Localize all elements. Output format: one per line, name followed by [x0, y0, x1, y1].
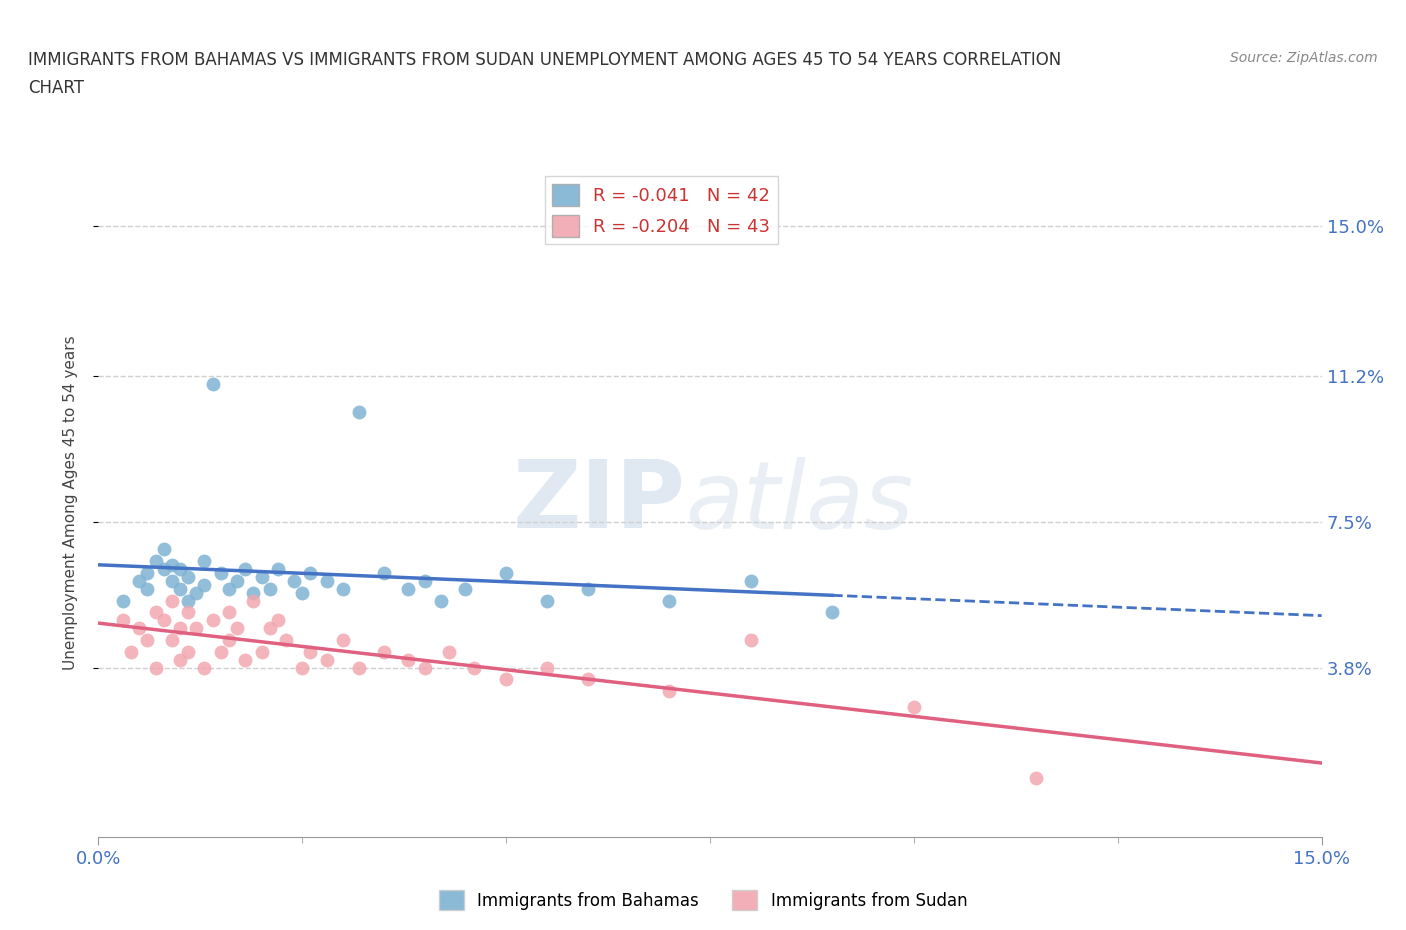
Point	[128, 574, 150, 589]
Point	[145, 605, 167, 620]
Point	[128, 621, 150, 636]
Point	[903, 699, 925, 714]
Point	[430, 593, 453, 608]
Point	[193, 660, 215, 675]
Point	[283, 574, 305, 589]
Point	[209, 565, 232, 580]
Point	[193, 578, 215, 592]
Point	[169, 562, 191, 577]
Point	[177, 644, 200, 659]
Point	[111, 593, 134, 608]
Y-axis label: Unemployment Among Ages 45 to 54 years: Unemployment Among Ages 45 to 54 years	[63, 335, 77, 670]
Point	[396, 581, 419, 596]
Point	[169, 652, 191, 667]
Point	[136, 565, 159, 580]
Point	[233, 652, 256, 667]
Point	[209, 644, 232, 659]
Point	[373, 644, 395, 659]
Point	[349, 405, 371, 419]
Point	[169, 581, 191, 596]
Point	[152, 613, 174, 628]
Point	[226, 621, 249, 636]
Point	[437, 644, 460, 659]
Point	[201, 613, 224, 628]
Point	[740, 632, 762, 647]
Point	[242, 593, 264, 608]
Point	[576, 672, 599, 687]
Point	[299, 565, 322, 580]
Point	[218, 581, 240, 596]
Point	[177, 605, 200, 620]
Point	[495, 565, 517, 580]
Point	[160, 558, 183, 573]
Point	[145, 660, 167, 675]
Point	[332, 632, 354, 647]
Point	[274, 632, 297, 647]
Point	[242, 585, 264, 600]
Point	[396, 652, 419, 667]
Point	[218, 632, 240, 647]
Point	[658, 593, 681, 608]
Point	[373, 565, 395, 580]
Point	[152, 542, 174, 557]
Point	[145, 554, 167, 569]
Point	[160, 593, 183, 608]
Point	[658, 684, 681, 698]
Point	[160, 632, 183, 647]
Point	[413, 574, 436, 589]
Point	[463, 660, 485, 675]
Text: CHART: CHART	[28, 79, 84, 97]
Point	[136, 632, 159, 647]
Point	[267, 562, 290, 577]
Point	[218, 605, 240, 620]
Point	[250, 569, 273, 584]
Point	[349, 660, 371, 675]
Point	[152, 562, 174, 577]
Point	[186, 621, 208, 636]
Point	[160, 574, 183, 589]
Point	[495, 672, 517, 687]
Text: Source: ZipAtlas.com: Source: ZipAtlas.com	[1230, 51, 1378, 65]
Legend: Immigrants from Bahamas, Immigrants from Sudan: Immigrants from Bahamas, Immigrants from…	[432, 884, 974, 917]
Point	[193, 554, 215, 569]
Point	[315, 652, 337, 667]
Point	[315, 574, 337, 589]
Point	[299, 644, 322, 659]
Point	[186, 585, 208, 600]
Legend: R = -0.041   N = 42, R = -0.204   N = 43: R = -0.041 N = 42, R = -0.204 N = 43	[544, 177, 778, 244]
Point	[177, 569, 200, 584]
Point	[536, 660, 558, 675]
Point	[250, 644, 273, 659]
Point	[291, 660, 314, 675]
Point	[821, 605, 844, 620]
Point	[177, 593, 200, 608]
Point	[576, 581, 599, 596]
Point	[226, 574, 249, 589]
Text: IMMIGRANTS FROM BAHAMAS VS IMMIGRANTS FROM SUDAN UNEMPLOYMENT AMONG AGES 45 TO 5: IMMIGRANTS FROM BAHAMAS VS IMMIGRANTS FR…	[28, 51, 1062, 69]
Point	[740, 574, 762, 589]
Text: ZIP: ZIP	[513, 457, 686, 548]
Point	[233, 562, 256, 577]
Point	[413, 660, 436, 675]
Text: atlas: atlas	[686, 457, 914, 548]
Point	[267, 613, 290, 628]
Point	[259, 581, 281, 596]
Point	[120, 644, 142, 659]
Point	[169, 621, 191, 636]
Point	[291, 585, 314, 600]
Point	[111, 613, 134, 628]
Point	[136, 581, 159, 596]
Point	[332, 581, 354, 596]
Point	[259, 621, 281, 636]
Point	[1025, 770, 1047, 785]
Point	[201, 377, 224, 392]
Point	[454, 581, 477, 596]
Point	[536, 593, 558, 608]
